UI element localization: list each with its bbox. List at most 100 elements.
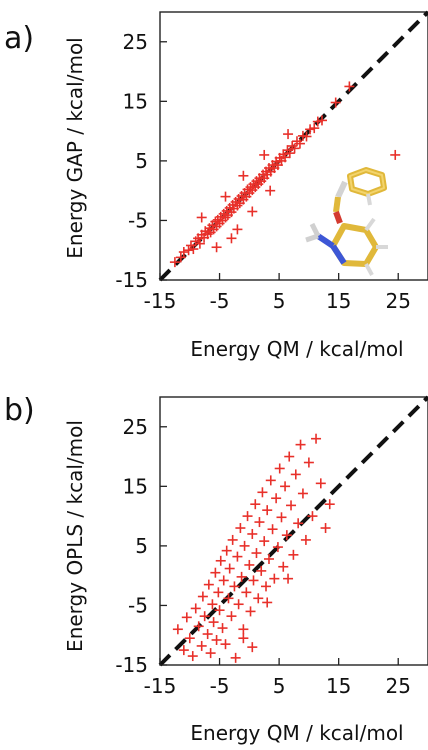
- panelb-point-72: [311, 433, 322, 444]
- panela-point-84: [220, 191, 231, 202]
- panela-point-76: [232, 224, 243, 235]
- panelb-point-25: [224, 563, 235, 574]
- panela-point-83: [283, 129, 294, 140]
- panelb-y-tick-label-1: -5: [128, 593, 148, 617]
- panela-point-66: [289, 143, 300, 154]
- panela-point-82: [259, 149, 270, 160]
- panelb-point-6: [193, 621, 204, 632]
- panela-y-tick-label-2: 5: [135, 149, 148, 173]
- panela-x-tick-label-2: 5: [273, 289, 286, 313]
- panelb-point-51: [263, 553, 274, 564]
- panelb-point-61: [281, 530, 292, 541]
- panelb-point-46: [256, 565, 267, 576]
- panelb-point-42: [250, 499, 261, 510]
- panelb-point-13: [207, 599, 218, 610]
- panela-point-73: [312, 116, 323, 127]
- panel-a: a) -15 -5 5 15 25 -15 -5 5 15 25: [4, 10, 428, 361]
- panelb-point-10: [202, 629, 213, 640]
- panelb-point-74: [320, 523, 331, 534]
- panel-a-x-axis-title: Energy QM / kcal/mol: [190, 337, 403, 361]
- panelb-point-34: [238, 624, 249, 635]
- panela-x-tick-label-3: 15: [326, 289, 351, 313]
- panelb-point-18: [214, 605, 225, 616]
- panel-b: b) -15 -5 5 15 25 -15 -5 5 15 25 Energy OPLS / k…: [4, 393, 428, 745]
- panelb-point-4: [187, 651, 198, 662]
- panelb-point-71: [307, 511, 318, 522]
- molecule-nitrogen: [330, 244, 347, 265]
- panelb-point-14: [208, 617, 219, 628]
- panela-point-77: [211, 242, 222, 253]
- panelb-point-60: [280, 481, 291, 492]
- panela-point-87: [390, 149, 401, 160]
- panelb-point-56: [272, 542, 283, 553]
- panela-x-tick-label-4: 25: [385, 289, 410, 313]
- panelb-point-59: [278, 561, 289, 572]
- panelb-point-26: [226, 611, 237, 622]
- panelb-point-54: [269, 573, 280, 584]
- panelb-point-78: [262, 597, 273, 608]
- panelb-point-57: [274, 463, 285, 474]
- panela-point-78: [247, 206, 258, 217]
- panelb-point-16: [211, 634, 222, 645]
- panela-point-74: [316, 115, 327, 126]
- panela-point-24: [220, 212, 231, 223]
- panela-point-1: [175, 252, 186, 263]
- panela-y-tick-label-0: -15: [115, 268, 148, 292]
- panela-point-0: [169, 257, 180, 268]
- panela-point-17: [210, 216, 221, 227]
- panelb-point-5: [190, 603, 201, 614]
- molecule-inset: [305, 167, 388, 276]
- panelb-point-68: [297, 488, 308, 499]
- panelb-point-19: [215, 555, 226, 566]
- panelb-point-36: [241, 587, 252, 598]
- panela-y-tick-label-1: -5: [128, 208, 148, 232]
- panelb-y-tick-label-4: 25: [123, 415, 148, 439]
- panela-x-tick-label-0: -15: [144, 289, 177, 313]
- panela-point-72: [309, 123, 320, 134]
- panelb-point-31: [233, 599, 244, 610]
- panel-a-x-ticks: -15 -5 5 15 25: [144, 273, 411, 313]
- panel-b-label: b): [4, 393, 35, 428]
- panelb-point-27: [227, 534, 238, 545]
- panelb-point-58: [276, 512, 287, 523]
- panel-b-diagonal-line: [158, 395, 428, 667]
- panel-b-y-axis-title: Energy OPLS / kcal/mol: [63, 420, 87, 652]
- panela-point-80: [196, 212, 207, 223]
- panelb-x-tick-label-4: 25: [385, 674, 410, 698]
- panelb-point-28: [229, 581, 240, 592]
- panel-b-x-ticks: -15 -5 5 15 25: [144, 658, 411, 698]
- panelb-point-22: [220, 639, 231, 650]
- panelb-point-67: [295, 439, 306, 450]
- panel-b-x-axis-title: Energy QM / kcal/mol: [190, 721, 403, 745]
- panelb-point-8: [197, 591, 208, 602]
- panel-b-points: [172, 433, 335, 663]
- panelb-point-41: [248, 575, 259, 586]
- panelb-point-79: [283, 573, 294, 584]
- panela-point-81: [238, 170, 249, 181]
- panelb-point-3: [184, 633, 195, 644]
- panelb-point-11: [203, 579, 214, 590]
- panelb-point-77: [247, 642, 258, 653]
- panelb-point-43: [251, 548, 262, 559]
- panela-x-tick-label-1: -5: [210, 289, 230, 313]
- molecule-phenyl-ring: [347, 167, 387, 197]
- panel-a-plot: -15 -5 5 15 25 -15 -5 5 15 25: [115, 10, 428, 313]
- panelb-point-69: [300, 534, 311, 545]
- panel-a-axes-frame: [159, 11, 428, 281]
- panela-point-8: [194, 238, 205, 249]
- panelb-point-45: [254, 517, 265, 528]
- panelb-point-76: [238, 633, 249, 644]
- panelb-point-12: [205, 648, 216, 659]
- panelb-point-62: [284, 451, 295, 462]
- panela-y-tick-label-3: 15: [123, 89, 148, 113]
- panelb-point-63: [286, 500, 297, 511]
- panelb-point-55: [271, 493, 282, 504]
- panelb-point-40: [247, 528, 258, 539]
- panelb-y-tick-label-0: -15: [115, 653, 148, 677]
- panelb-x-tick-label-1: -5: [210, 674, 230, 698]
- panela-point-2: [178, 247, 189, 258]
- panelb-point-50: [262, 505, 273, 516]
- panela-point-62: [280, 152, 291, 163]
- panela-point-3: [183, 245, 194, 256]
